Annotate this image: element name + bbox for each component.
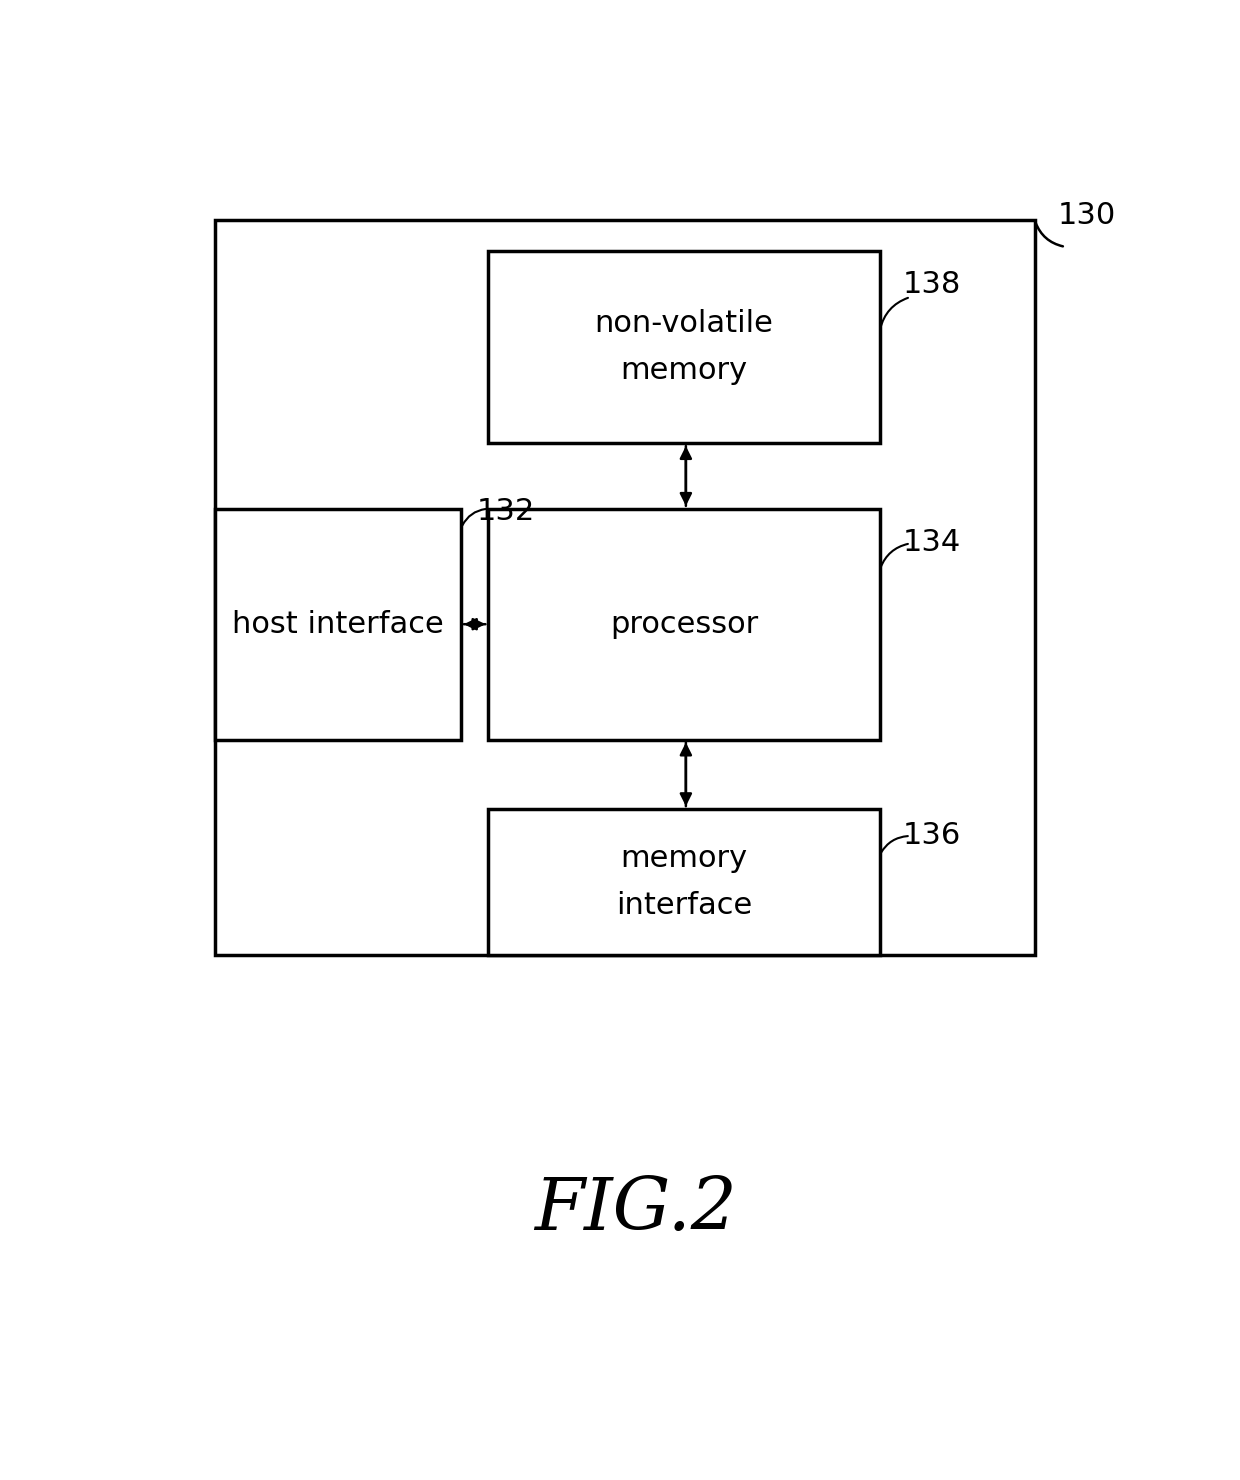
Bar <box>489 250 879 443</box>
Bar <box>489 509 879 740</box>
Text: 136: 136 <box>903 820 961 850</box>
Bar <box>216 221 1034 955</box>
Text: 134: 134 <box>903 528 961 556</box>
Text: memory
interface: memory interface <box>616 844 753 921</box>
Bar <box>216 509 461 740</box>
Text: host interface: host interface <box>232 610 444 639</box>
Text: 138: 138 <box>903 269 961 299</box>
Text: FIG.2: FIG.2 <box>534 1174 737 1245</box>
Text: processor: processor <box>610 610 758 639</box>
Text: 130: 130 <box>1058 201 1116 229</box>
Text: 132: 132 <box>476 497 534 527</box>
Bar <box>489 810 879 955</box>
Text: non-volatile
memory: non-volatile memory <box>594 309 774 385</box>
